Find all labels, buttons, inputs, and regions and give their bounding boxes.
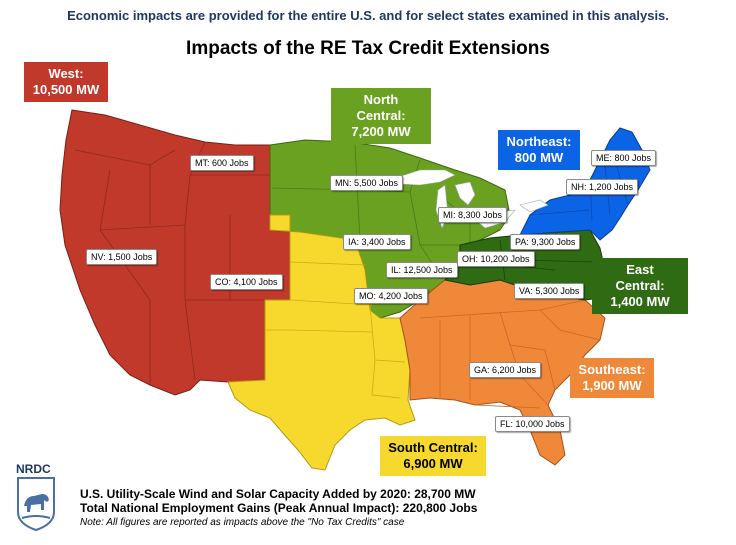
region-label-north-central: North Central: 7,200 MW xyxy=(331,88,431,144)
region-label-northeast-mw: 800 MW xyxy=(514,150,564,165)
footer-employment: Total National Employment Gains (Peak An… xyxy=(80,501,478,515)
state-label-va: VA: 5,300 Jobs xyxy=(514,283,585,299)
state-label-me: ME: 800 Jobs xyxy=(591,150,657,166)
state-label-nv: NV: 1,500 Jobs xyxy=(86,249,158,265)
region-label-south-central: South Central: 6,900 MW xyxy=(380,436,486,476)
region-label-north-central-name: North Central: xyxy=(356,92,406,123)
state-label-co: CO: 4,100 Jobs xyxy=(210,274,283,290)
state-label-mn: MN: 5,500 Jobs xyxy=(330,175,404,191)
state-label-ia: IA: 3,400 Jobs xyxy=(343,234,411,250)
state-label-fl: FL: 10,000 Jobs xyxy=(495,416,570,432)
state-label-mo: MO: 4,200 Jobs xyxy=(354,288,428,304)
footer-capacity: U.S. Utility-Scale Wind and Solar Capaci… xyxy=(80,487,476,501)
region-label-northeast-name: Northeast: xyxy=(506,134,572,149)
region-label-east-central-mw: 1,400 MW xyxy=(610,294,670,309)
nrdc-logo: NRDC xyxy=(14,462,72,537)
state-label-il: IL: 12,500 Jobs xyxy=(386,262,458,278)
region-label-east-central: East Central: 1,400 MW xyxy=(592,258,688,314)
bear-icon xyxy=(17,477,55,532)
state-label-pa: PA: 9,300 Jobs xyxy=(510,234,581,250)
subtitle: Economic impacts are provided for the en… xyxy=(67,8,669,23)
region-label-southeast-name: Southeast: xyxy=(578,362,646,377)
state-label-mi: MI: 8,300 Jobs xyxy=(438,207,508,223)
region-label-northeast: Northeast: 800 MW xyxy=(498,130,580,170)
region-west-shape xyxy=(59,109,291,396)
state-label-oh: OH: 10,200 Jobs xyxy=(457,251,535,267)
state-label-nh: NH: 1,200 Jobs xyxy=(566,179,639,195)
region-label-west: West: 10,500 MW xyxy=(24,62,108,102)
region-label-north-central-mw: 7,200 MW xyxy=(351,124,411,139)
region-south-central-shape xyxy=(227,214,416,471)
region-label-east-central-name: East Central: xyxy=(615,262,665,293)
region-label-south-central-name: South Central: xyxy=(388,440,478,455)
region-label-west-name: West: xyxy=(48,66,84,81)
region-label-southeast: Southeast: 1,900 MW xyxy=(570,358,654,398)
state-label-mt: MT: 600 Jobs xyxy=(190,155,254,171)
nrdc-logo-text: NRDC xyxy=(16,462,51,476)
footer-totals: U.S. Utility-Scale Wind and Solar Capaci… xyxy=(80,487,477,515)
map-title: Impacts of the RE Tax Credit Extensions xyxy=(186,38,550,59)
region-label-south-central-mw: 6,900 MW xyxy=(403,456,463,471)
region-label-southeast-mw: 1,900 MW xyxy=(582,378,642,393)
state-label-ga: GA: 6,200 Jobs xyxy=(469,362,542,378)
region-label-west-mw: 10,500 MW xyxy=(32,82,100,97)
footer-note: Note: All figures are reported as impact… xyxy=(80,517,405,528)
